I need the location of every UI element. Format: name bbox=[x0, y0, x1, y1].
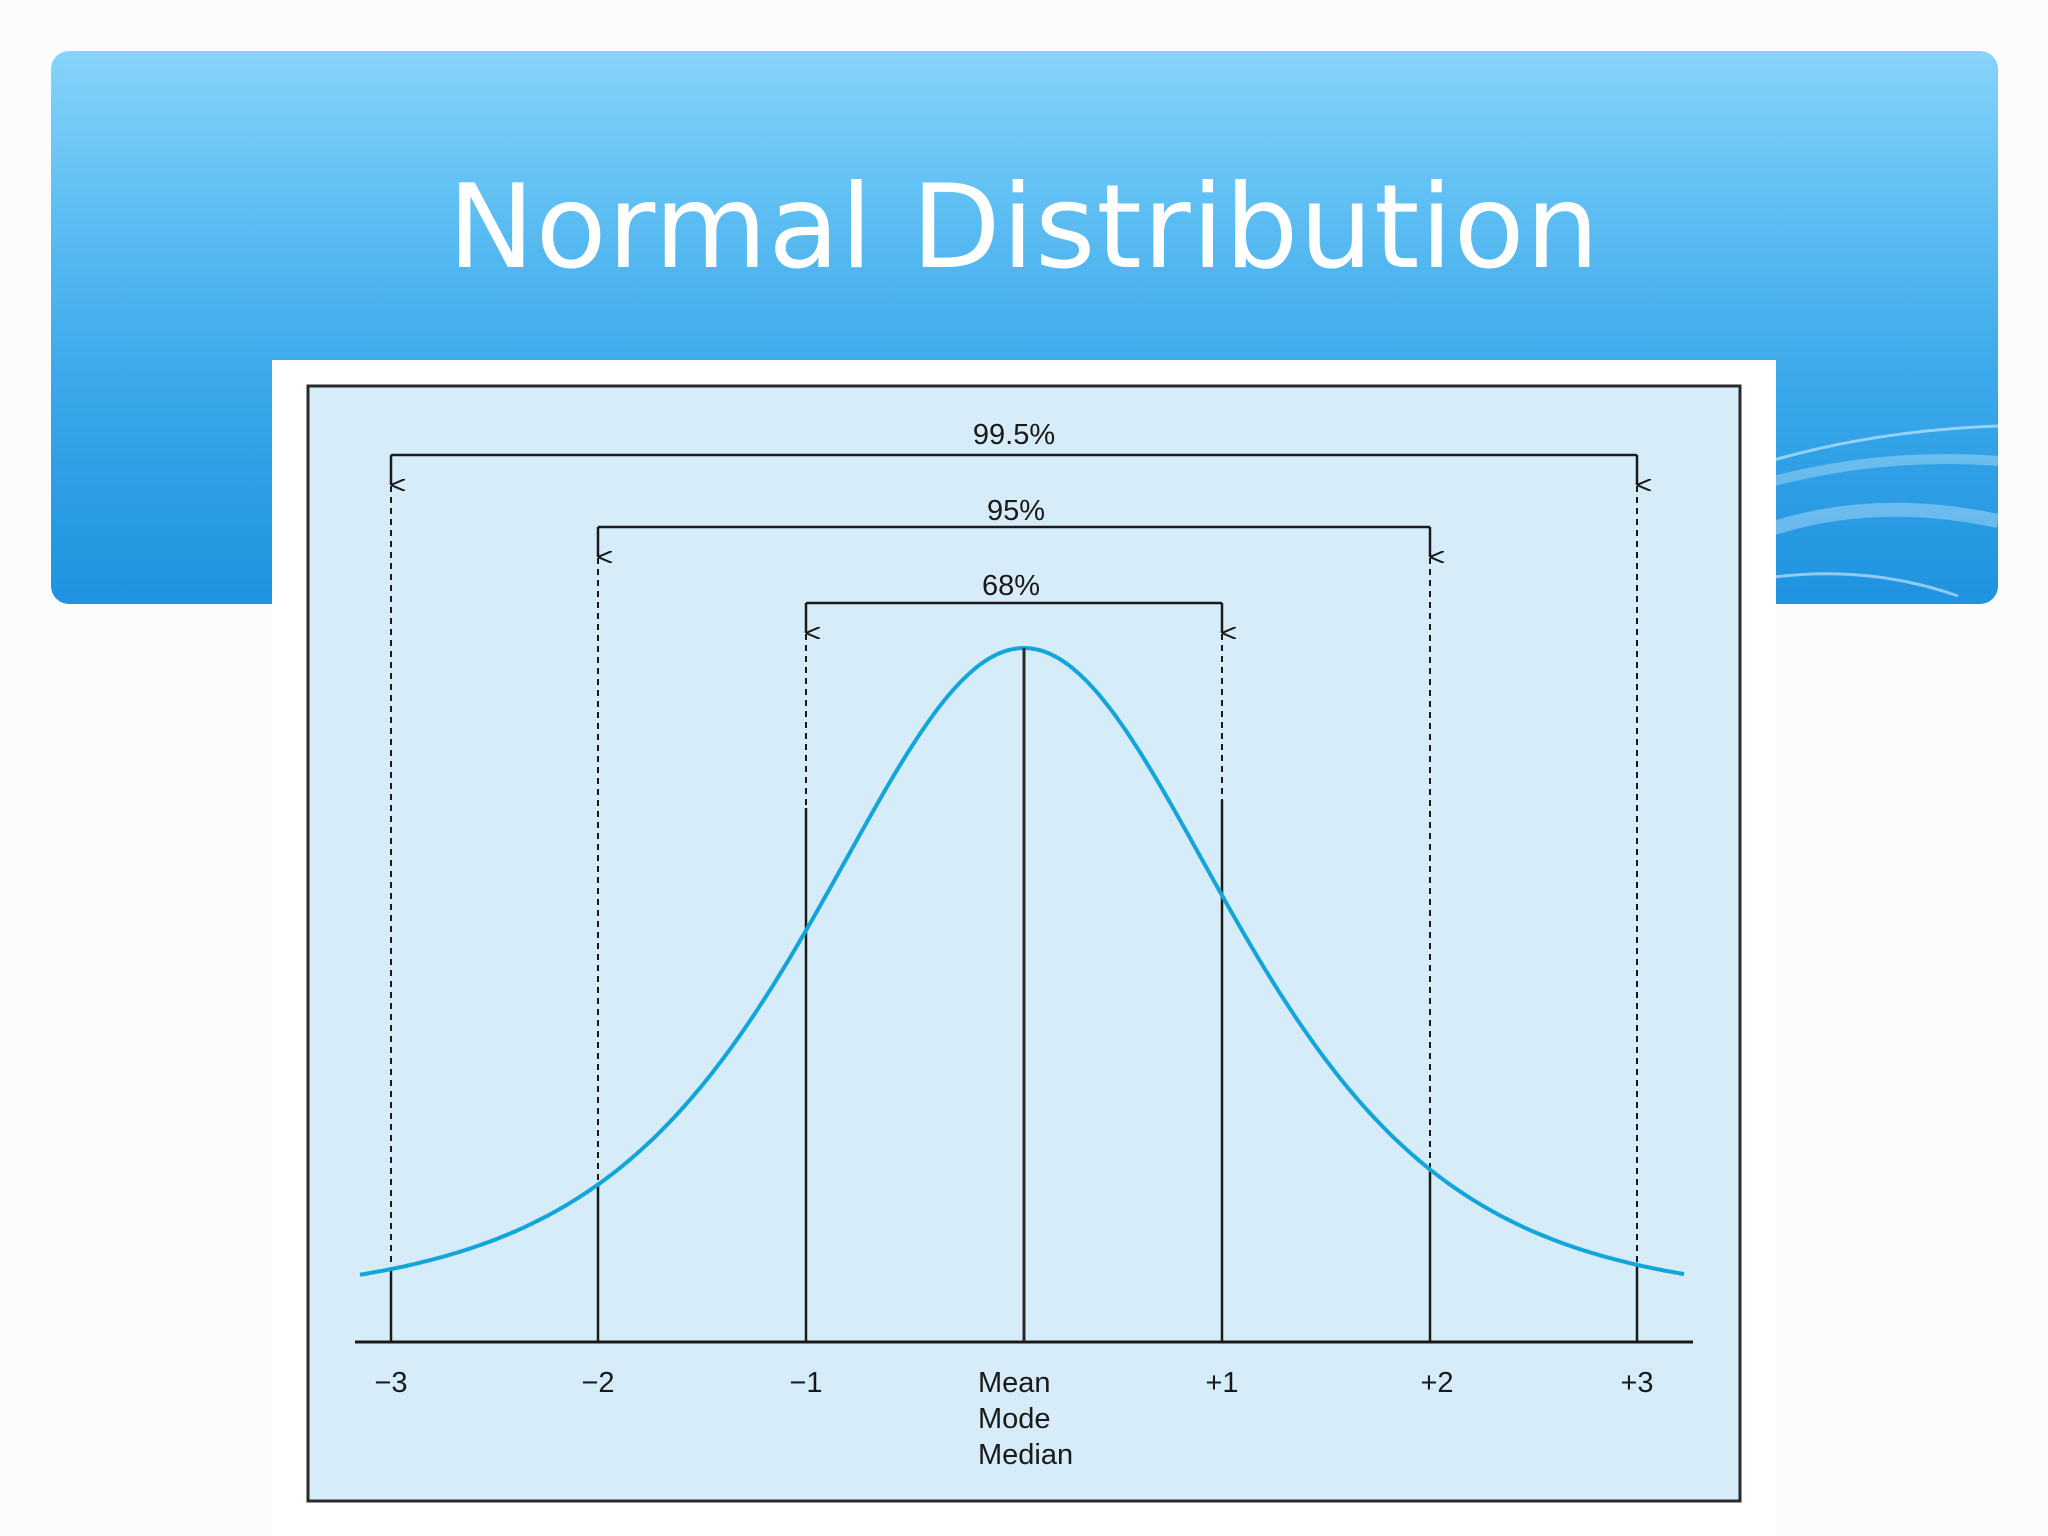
tick-label-minus-1: −1 bbox=[789, 1367, 822, 1399]
tick-label-plus-2: +2 bbox=[1420, 1367, 1453, 1399]
slide-title: Normal Distribution bbox=[447, 160, 1601, 295]
tick-label-plus-3: +3 bbox=[1620, 1367, 1653, 1399]
center-label-median: Median bbox=[978, 1439, 1073, 1471]
range-bracket-68: 68% bbox=[804, 570, 1222, 633]
tick-label-plus-1: +1 bbox=[1205, 1367, 1238, 1399]
bell-curve bbox=[359, 645, 1685, 1277]
range-label-95: 95% bbox=[987, 495, 1045, 527]
range-bracket-99-5: 99.5% bbox=[389, 419, 1637, 485]
center-label-mode: Mode bbox=[978, 1403, 1051, 1435]
center-label-mean: Mean bbox=[978, 1367, 1051, 1399]
sigma-dashed-lines bbox=[390, 486, 1638, 1270]
range-label-99-5: 99.5% bbox=[973, 419, 1055, 451]
tick-label-minus-2: −2 bbox=[581, 1367, 614, 1399]
range-bracket-95: 95% bbox=[596, 495, 1430, 557]
sigma-solid-lines bbox=[389, 800, 1639, 1342]
range-label-68: 68% bbox=[982, 570, 1040, 602]
tick-label-minus-3: −3 bbox=[374, 1367, 407, 1399]
